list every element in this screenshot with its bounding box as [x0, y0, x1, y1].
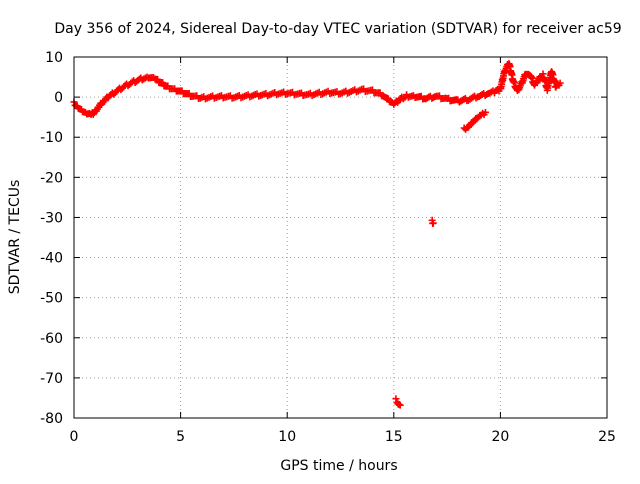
x-tick-label: 15 [385, 429, 403, 445]
y-tick-label: -50 [40, 291, 63, 307]
y-tick-label: -10 [40, 130, 63, 146]
tick-labels: 0 5 10 15 20 25 10 0 -10 -20 -30 -40 -50 -60 -70 -80 [40, 50, 616, 445]
x-axis-label: GPS time / hours [280, 458, 397, 474]
y-tick-label: -70 [40, 371, 63, 387]
data-point [396, 401, 404, 409]
plot-frame [73, 56, 608, 419]
x-tick-label: 25 [598, 429, 616, 445]
data-point [429, 219, 437, 227]
y-axis-label: SDTVAR / TECUs [7, 180, 23, 295]
y-tick-label: -60 [40, 331, 63, 347]
x-tick-label: 0 [70, 429, 79, 445]
y-tick-label: -40 [40, 251, 63, 267]
x-tick-label: 10 [278, 429, 296, 445]
data-points [70, 60, 564, 409]
data-point [392, 395, 400, 403]
y-tick-label: -30 [40, 210, 63, 226]
y-tick-label: -80 [40, 411, 63, 427]
y-tick-label: 0 [54, 90, 63, 106]
grid [73, 56, 608, 419]
data-point [481, 108, 489, 116]
y-tick-label: 10 [45, 50, 63, 66]
y-tick-label: -20 [40, 170, 63, 186]
chart-title: Day 356 of 2024, Sidereal Day-to-day VTE… [54, 21, 621, 37]
x-tick-label: 5 [176, 429, 185, 445]
x-tick-label: 20 [491, 429, 509, 445]
data-point [556, 79, 564, 87]
